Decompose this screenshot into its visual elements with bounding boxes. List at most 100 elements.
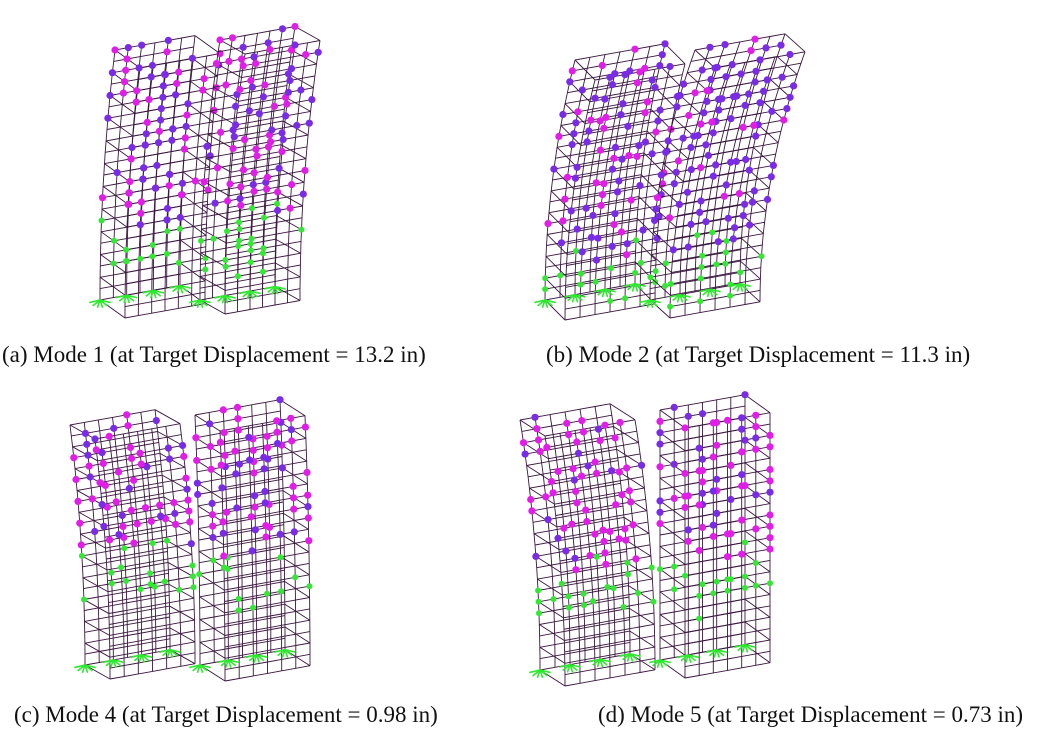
hinge	[697, 197, 704, 204]
frame-line	[660, 615, 685, 633]
hinge	[192, 177, 199, 184]
hinge	[194, 491, 201, 498]
hinge	[760, 88, 767, 95]
hinge	[752, 133, 759, 140]
hinge	[177, 226, 183, 232]
hinge	[522, 451, 529, 458]
hinge	[616, 419, 623, 426]
hinge	[647, 274, 653, 280]
hinge	[83, 441, 90, 448]
hinge	[649, 565, 655, 571]
hinge	[563, 420, 570, 427]
hinge	[128, 507, 135, 514]
hinge	[551, 596, 557, 602]
hinge	[727, 462, 734, 469]
hinge	[766, 466, 773, 473]
hinge	[764, 196, 771, 203]
hinge	[710, 488, 717, 495]
hinge	[671, 586, 677, 592]
frame-line	[770, 79, 790, 97]
hinge	[299, 227, 305, 233]
hinge	[738, 551, 745, 558]
hinge	[165, 37, 172, 44]
hinge	[592, 95, 599, 102]
frame-line	[195, 415, 200, 665]
hinge	[607, 298, 613, 304]
hinge	[656, 509, 663, 516]
hinge	[710, 533, 717, 540]
hinge	[562, 547, 569, 554]
hinge	[153, 417, 160, 424]
hinge	[594, 235, 601, 242]
hinge	[738, 426, 745, 433]
hinge	[554, 535, 561, 542]
hinge	[176, 260, 182, 266]
hinge	[126, 178, 133, 185]
hinge	[252, 60, 259, 67]
hinge	[766, 443, 773, 450]
hinge	[656, 463, 663, 470]
hinge	[780, 116, 787, 123]
hinge	[751, 36, 758, 43]
hinge	[170, 499, 177, 506]
hinge	[157, 513, 164, 520]
hinge	[753, 583, 759, 589]
hinge	[682, 573, 688, 579]
hinge	[636, 68, 643, 75]
hinge	[249, 547, 256, 554]
hinge	[81, 597, 87, 603]
hinge	[684, 189, 691, 196]
hinge	[742, 539, 748, 545]
hinge	[111, 261, 117, 267]
hinge	[766, 489, 773, 496]
hinge	[657, 566, 663, 572]
hinge	[247, 77, 254, 84]
hinge	[756, 56, 763, 63]
hinge	[78, 541, 85, 548]
hinge	[300, 191, 307, 198]
hinge	[557, 273, 563, 279]
hinge	[128, 144, 135, 151]
hinge	[574, 164, 581, 171]
hinge	[148, 73, 155, 80]
frame-line	[540, 647, 565, 663]
hinge	[638, 462, 645, 469]
hinge	[548, 478, 555, 485]
hinge	[176, 587, 182, 593]
hinge	[710, 590, 716, 596]
hinge	[110, 425, 117, 432]
hinge	[84, 452, 91, 459]
hinge	[721, 193, 728, 200]
hinge	[260, 269, 266, 275]
hinge	[593, 179, 600, 186]
hinge	[626, 487, 633, 494]
hinge	[125, 189, 132, 196]
caption: (b) Mode 2 (at Target Displacement = 11.…	[546, 342, 970, 367]
hinge	[188, 540, 195, 547]
hinge	[142, 504, 149, 511]
hinge	[714, 579, 720, 585]
hinge	[114, 169, 121, 176]
hinge	[742, 156, 749, 163]
hinge	[673, 103, 680, 110]
hinge	[666, 214, 673, 221]
hinge	[609, 243, 616, 250]
hinge	[278, 554, 284, 560]
hinge	[99, 194, 106, 201]
hinge	[163, 216, 170, 223]
hinge	[207, 152, 214, 159]
hinge	[654, 194, 661, 201]
hinge	[568, 207, 575, 214]
hinge	[752, 68, 759, 75]
hinge	[612, 144, 619, 151]
hinge	[724, 238, 730, 244]
hinge	[622, 537, 629, 544]
hinge	[220, 406, 227, 413]
hinge	[597, 117, 604, 124]
hinge	[123, 411, 130, 418]
hinge	[708, 119, 715, 126]
hinge	[644, 98, 651, 105]
hinge	[189, 55, 196, 62]
hinge	[709, 229, 715, 235]
hinge	[699, 524, 706, 531]
